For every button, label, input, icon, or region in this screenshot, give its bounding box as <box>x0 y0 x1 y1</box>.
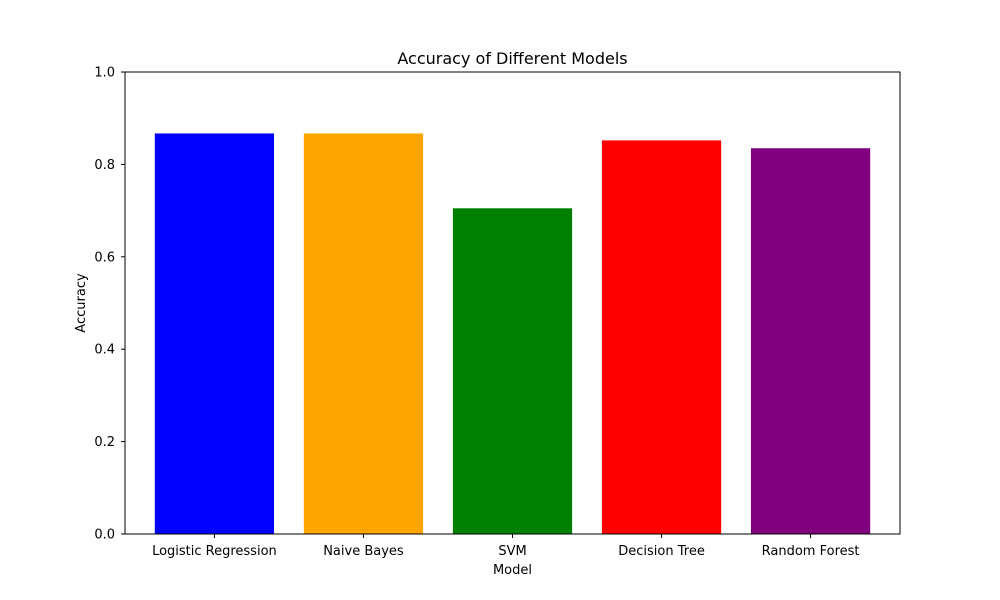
y-tick-label: 0.2 <box>94 435 115 450</box>
bar-random-forest <box>750 148 871 535</box>
bar-logistic-regression <box>154 133 275 534</box>
chart-title: Accuracy of Different Models <box>397 49 627 68</box>
bar-decision-tree <box>601 140 722 534</box>
x-axis: Logistic Regression Naive Bayes SVM Decisio… <box>152 534 860 559</box>
y-tick-label: 0.8 <box>94 158 115 173</box>
y-tick-label: 1.0 <box>94 66 115 81</box>
y-axis-label: Accuracy <box>74 273 89 333</box>
x-axis-label: Model <box>493 563 532 578</box>
x-tick-label: Random Forest <box>762 544 860 559</box>
y-axis: 0.0 0.2 0.4 0.6 0.8 1.0 <box>94 66 125 543</box>
x-tick-label: Decision Tree <box>618 544 705 559</box>
y-tick-label: 0.4 <box>94 343 115 358</box>
bar-svm <box>452 208 573 535</box>
bar-naive-bayes <box>303 133 424 534</box>
y-tick-label: 0.0 <box>94 528 115 543</box>
x-tick-label: SVM <box>498 544 526 559</box>
y-tick-label: 0.6 <box>94 250 115 265</box>
plot-frame <box>124 71 901 535</box>
x-tick-label: Naive Bayes <box>323 544 404 559</box>
x-tick-label: Logistic Regression <box>152 544 277 559</box>
bars-layer <box>154 133 871 535</box>
